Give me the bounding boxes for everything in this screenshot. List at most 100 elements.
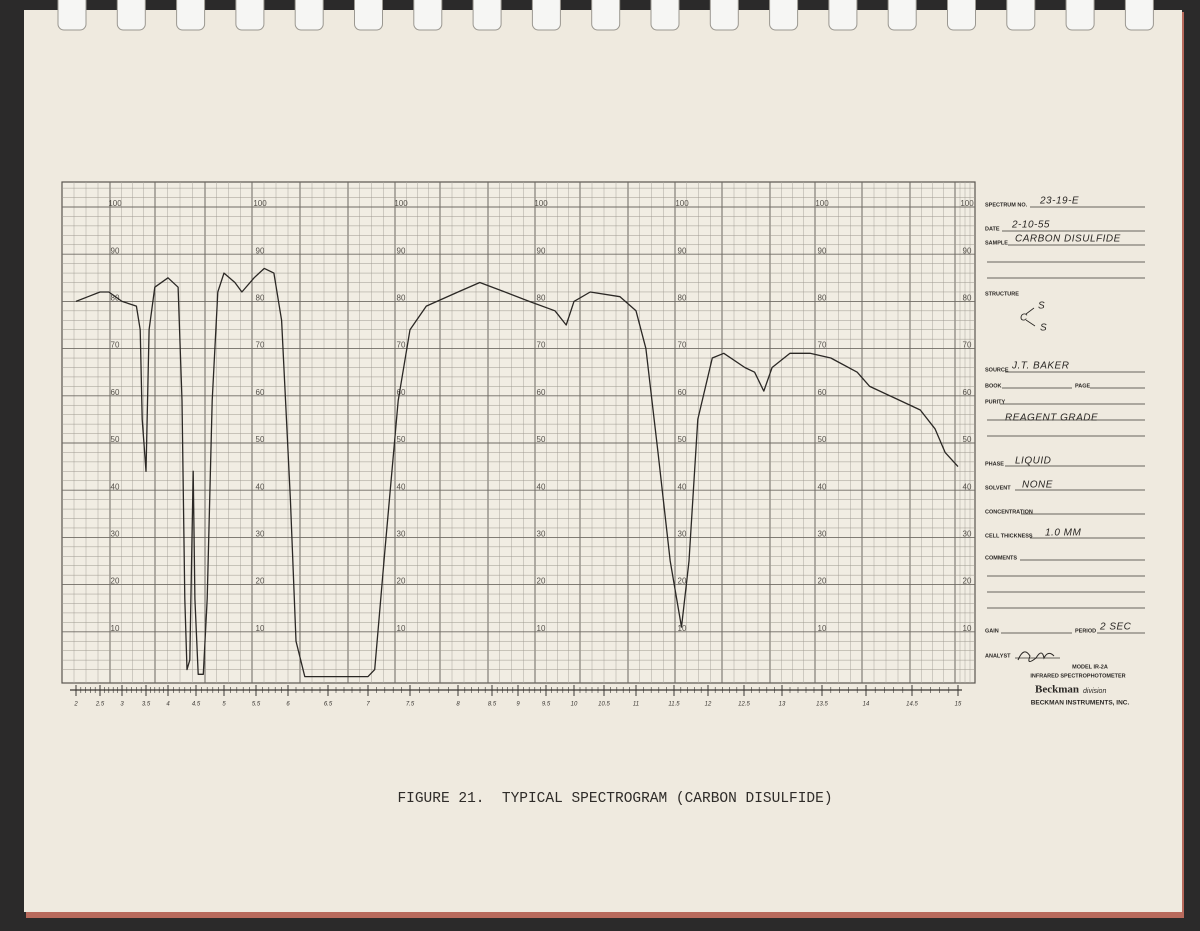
company: BECKMAN INSTRUMENTS, INC. <box>1031 700 1130 707</box>
y-tick-label: 100 <box>675 199 689 208</box>
binding-ring <box>887 0 917 31</box>
y-tick-label: 80 <box>678 294 687 303</box>
y-tick-label: 70 <box>256 341 265 350</box>
y-tick-label: 70 <box>963 341 972 350</box>
x-tick-label: 10.5 <box>598 702 610 708</box>
binding-ring <box>116 0 146 31</box>
x-tick-label: 10 <box>571 702 578 708</box>
y-tick-label: 40 <box>111 482 120 491</box>
y-tick-label: 10 <box>678 624 687 633</box>
y-tick-label: 90 <box>963 246 972 255</box>
binding-ring <box>650 0 680 31</box>
field-label: PURITY <box>985 399 1006 405</box>
binding-ring <box>57 0 87 31</box>
y-tick-label: 80 <box>963 294 972 303</box>
binding-ring <box>176 0 206 31</box>
y-tick-label: 30 <box>397 530 406 539</box>
y-tick-label: 40 <box>963 482 972 491</box>
y-tick-label: 10 <box>537 624 546 633</box>
y-tick-label: 50 <box>397 435 406 444</box>
y-tick-label: 60 <box>256 388 265 397</box>
x-tick-label: 3 <box>120 702 124 708</box>
y-tick-label: 100 <box>253 199 267 208</box>
field-label: SOLVENT <box>985 485 1011 491</box>
structure-atom: S <box>1040 323 1047 334</box>
binding-ring <box>1124 0 1154 31</box>
field-label: ANALYST <box>985 653 1011 659</box>
y-tick-label: 40 <box>397 482 406 491</box>
y-tick-label: 30 <box>256 530 265 539</box>
binding-ring <box>769 0 799 31</box>
y-tick-label: 60 <box>818 388 827 397</box>
y-tick-label: 100 <box>815 199 829 208</box>
y-tick-label: 20 <box>397 577 406 586</box>
y-tick-label: 10 <box>963 624 972 633</box>
field-label: STRUCTURE <box>985 291 1019 297</box>
y-tick-label: 90 <box>678 246 687 255</box>
x-tick-label: 4 <box>166 702 170 708</box>
x-tick-label: 6 <box>286 702 290 708</box>
field-value: J.T. BAKER <box>1011 361 1069 372</box>
x-tick-label: 7.5 <box>406 702 415 708</box>
field-label: PAGE <box>1075 383 1091 389</box>
y-tick-label: 20 <box>537 577 546 586</box>
binding-ring <box>354 0 383 31</box>
instrument: INFRARED SPECTROPHOTOMETER <box>1030 673 1125 679</box>
y-tick-label: 20 <box>818 577 827 586</box>
field-label: CONCENTRATION <box>985 509 1033 515</box>
x-tick-label: 3.5 <box>142 702 151 708</box>
field-label: PERIOD <box>1075 628 1096 634</box>
y-tick-label: 40 <box>818 482 827 491</box>
y-tick-label: 50 <box>963 435 972 444</box>
y-tick-label: 60 <box>678 388 687 397</box>
field-label: CELL THICKNESS <box>985 533 1033 539</box>
field-label: SPECTRUM NO. <box>985 202 1028 208</box>
binding-ring <box>1006 0 1036 31</box>
y-tick-label: 80 <box>256 294 265 303</box>
field-label: COMMENTS <box>985 555 1017 561</box>
field-label: BOOK <box>985 383 1002 389</box>
y-tick-label: 80 <box>537 294 546 303</box>
x-tick-label: 14.5 <box>906 702 918 708</box>
field-value: 1.0 MM <box>1045 528 1082 539</box>
y-tick-label: 30 <box>537 530 546 539</box>
spiral-binding <box>57 0 1154 31</box>
y-tick-label: 100 <box>108 199 122 208</box>
chart-paper: 10 10 10 10 10 10 10 20 20 20 20 20 20 20 30 30 30 30 30 30… <box>61 181 976 684</box>
y-tick-label: 20 <box>256 577 265 586</box>
y-tick-label: 80 <box>397 294 406 303</box>
y-tick-label: 50 <box>111 435 120 444</box>
binding-ring <box>294 0 324 31</box>
field-value: CARBON DISULFIDE <box>1015 234 1121 245</box>
y-tick-label: 60 <box>397 388 406 397</box>
binding-ring <box>235 0 265 31</box>
model: MODEL IR-2A <box>1072 664 1108 670</box>
binding-ring <box>1065 0 1095 31</box>
field-value: NONE <box>1022 480 1053 491</box>
y-tick-label: 30 <box>818 530 827 539</box>
binding-ring <box>591 0 621 31</box>
y-tick-label: 80 <box>818 294 827 303</box>
x-tick-label: 5 <box>222 702 226 708</box>
brand: Beckman <box>1035 684 1079 696</box>
spectrum-line <box>75 267 959 678</box>
y-tick-label: 90 <box>397 246 406 255</box>
y-tick-label: 60 <box>963 388 972 397</box>
y-tick-label: 90 <box>537 246 546 255</box>
y-tick-label: 60 <box>111 388 120 397</box>
x-tick-label: 11 <box>633 702 639 708</box>
y-tick-label: 10 <box>111 624 120 633</box>
spectrogram: 2 2.5 3 3.5 4 4.5 5 5.5 6 6.5 7 7.5 8 8.5 9 9.5 10 10.5 11… <box>70 267 962 708</box>
y-tick-label: 90 <box>818 246 827 255</box>
y-tick-label: 10 <box>256 624 265 633</box>
x-tick-label: 13.5 <box>816 702 828 708</box>
structure-atom: C <box>1020 313 1028 324</box>
y-tick-label: 20 <box>111 577 120 586</box>
y-tick-label: 100 <box>534 199 548 208</box>
x-tick-label: 2 <box>73 702 78 708</box>
binding-ring <box>828 0 858 31</box>
binding-ring <box>531 0 561 31</box>
binding-ring <box>413 0 443 31</box>
x-tick-label: 5.5 <box>252 702 261 708</box>
